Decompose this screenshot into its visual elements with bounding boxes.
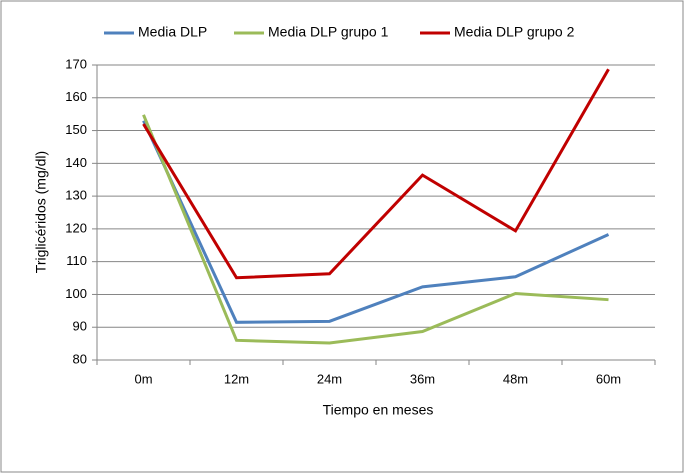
y-tick-label: 110 xyxy=(66,253,87,268)
x-tick-label: 60m xyxy=(596,371,621,386)
y-tick-label: 100 xyxy=(65,286,87,301)
y-tick-label: 130 xyxy=(65,188,87,203)
series-line xyxy=(142,120,610,324)
y-tick-label: 80 xyxy=(73,351,87,366)
y-tick-label: 160 xyxy=(65,89,87,104)
series-line xyxy=(142,114,609,345)
legend-label: Media DLP grupo 2 xyxy=(454,24,575,40)
legend-label: Media DLP grupo 1 xyxy=(268,24,389,40)
y-tick-label: 90 xyxy=(73,319,87,334)
legend-label: Media DLP xyxy=(138,24,207,40)
x-axis-title: Tiempo en meses xyxy=(323,402,434,418)
x-tick-label: 12m xyxy=(224,371,249,386)
y-axis-title: Triglicéridos (mg/dl) xyxy=(33,151,49,273)
x-tick-label: 36m xyxy=(410,371,435,386)
y-tick-label: 150 xyxy=(65,122,87,137)
x-tick-label: 0m xyxy=(134,371,152,386)
y-tick-label: 170 xyxy=(65,56,87,71)
x-tick-label: 48m xyxy=(503,371,528,386)
y-tick-label: 140 xyxy=(65,155,87,170)
series-line xyxy=(142,68,610,280)
y-tick-label: 120 xyxy=(65,220,87,235)
x-tick-label: 24m xyxy=(317,371,342,386)
